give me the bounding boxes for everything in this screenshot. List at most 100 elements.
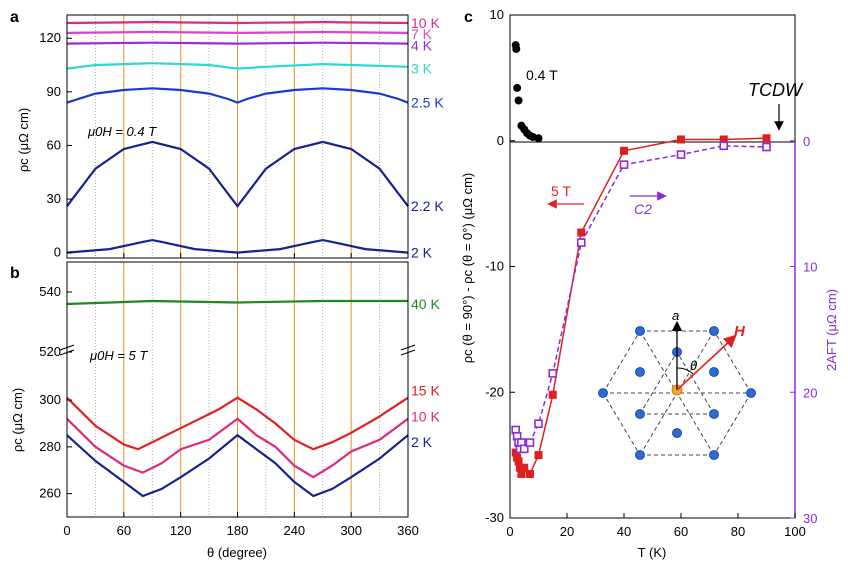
panel-c-point-5T: [577, 228, 586, 237]
panel-c-point-5T: [515, 463, 524, 472]
panel-a-label-2.5k: 2.5 K: [411, 95, 444, 111]
panel-b-xtick-label: 300: [340, 523, 362, 538]
panel-a-field-annotation: μ0H = 0.4 T: [87, 124, 157, 139]
panel-c-point-5T: [520, 463, 529, 472]
panel-a-label-2.2k: 2.2 K: [411, 198, 444, 214]
panel-c-ytick-label: 0: [497, 133, 504, 148]
panel-c-ytick-right-label: 0: [803, 134, 810, 149]
panel-c-point-2AFT: [519, 444, 529, 454]
inset-label-a: a: [672, 308, 679, 323]
panel-label-b: b: [10, 265, 20, 282]
panel-a-label-4k: 4 K: [411, 37, 433, 53]
panel-c-xtick-label: 100: [784, 524, 806, 539]
panel-c-ytick-right-label: 20: [803, 385, 817, 400]
panel-b-ytick-label: 540: [39, 284, 61, 299]
panel-b-series-40k: [66, 299, 408, 306]
panel-b-xtick-label: 240: [283, 523, 305, 538]
panel-c-point-2AFT: [534, 419, 543, 428]
panel-b-xtick-label: 0: [63, 523, 70, 538]
panel-c-ytick-label: 10: [490, 7, 504, 22]
axis-break-right: [400, 344, 416, 356]
panel-a-series-2k: [66, 238, 409, 254]
panel-a-ytick-label: 0: [54, 245, 61, 260]
panel-c-point-5T: [525, 469, 534, 478]
panel-a-ytick-label: 30: [47, 191, 61, 206]
panel-c-point-2AFT: [525, 438, 535, 447]
panel-c-ytick-label: -10: [485, 259, 504, 274]
label-C2: C2: [634, 201, 652, 217]
panel-b-xlabel: θ (degree): [207, 545, 267, 560]
panel-c-point-2AFT: [576, 238, 586, 247]
panel-b-series-15k: [66, 396, 409, 451]
panel-c-xtick-label: 80: [731, 524, 745, 539]
panel-c-xtick-label: 0: [506, 524, 513, 539]
panel-b-xtick-label: 120: [170, 523, 192, 538]
panel-a-ytick-label: 120: [39, 30, 61, 45]
panel-a-label-2k: 2 K: [411, 245, 433, 261]
panel-c-line-2AFT: [514, 145, 767, 451]
panel-c-point-2AFT: [548, 369, 558, 378]
panel-c-ytick-right-label: 10: [803, 260, 817, 275]
panel-c-xtick-label: 60: [674, 524, 688, 539]
panel-c-point-0p4T: [534, 134, 543, 143]
panel-label-a: a: [10, 9, 19, 26]
panel-c-ytick-label: -30: [485, 510, 504, 525]
panel-c-point-2AFT: [676, 150, 686, 159]
panel-a-label-7k: 7 K: [411, 26, 433, 42]
panel-c-point-5T: [719, 135, 728, 144]
panel-c-point-5T: [620, 146, 628, 155]
panel-b-xtick-label: 180: [227, 523, 249, 538]
panel-c-ylabel: ρc (θ = 90°) - ρc (θ = 0°) (μΩ cm): [460, 173, 475, 363]
inset-label-theta: θ: [690, 358, 697, 373]
panel-b-ytick-label: 300: [39, 392, 61, 407]
panel-a-series-4k: [66, 41, 409, 45]
panel-a-series-2.2k: [66, 140, 409, 209]
panel-a-series-7k: [66, 30, 409, 35]
panel-b-series-10k: [66, 417, 409, 479]
panel-c-point-0p4T: [512, 44, 521, 53]
panel-c-point-5T: [548, 390, 557, 399]
panel-b-label-10k: 10 K: [411, 408, 440, 424]
panel-a-label-3k: 3 K: [411, 61, 433, 77]
panel-b-series-2k: [66, 433, 409, 498]
panel-c-point-2AFT: [762, 142, 771, 152]
panel-b-ylabel: ρc (μΩ cm): [10, 388, 25, 452]
panel-c-point-2AFT: [719, 141, 729, 151]
panel-c-ytick-label: -20: [485, 384, 504, 399]
panel-b-field-annotation: μ0H = 5 T: [89, 348, 148, 363]
panel-a-ylabel: ρc (μΩ cm): [16, 108, 31, 172]
panel-a-series-10k: [66, 20, 409, 25]
panel-b: 260 280 300 520 540 0 60 120 180 240 300 360 ρc (μ…: [10, 261, 440, 560]
panel-b-ytick-label: 280: [39, 439, 61, 454]
panel-a-ytick-label: 90: [47, 84, 61, 99]
panel-c-xlabel: T (K): [638, 545, 667, 560]
panel-label-c: c: [464, 9, 473, 26]
panel-c-ylabel-right: 2AFT (μΩ cm): [824, 289, 839, 371]
panel-b-label-40k: 40 K: [411, 296, 440, 312]
panel-c-point-0p4T: [513, 83, 522, 92]
label-5T: 5 T: [551, 183, 571, 199]
panel-a-series-3k: [66, 62, 409, 70]
inset-label-H: H: [734, 323, 746, 340]
panel-a-ytick-label: 60: [47, 137, 61, 152]
panel-c-point-5T: [514, 457, 523, 466]
panel-b-xtick-label: 360: [397, 523, 419, 538]
panel-b-xtick-label: 60: [117, 523, 131, 538]
panel-c-point-0p4T: [514, 96, 523, 105]
panel-c-xtick-label: 40: [617, 524, 631, 539]
panel-a-series-2.5k: [66, 87, 409, 104]
panel-b-label-2k: 2 K: [411, 434, 433, 450]
kagome-inset: a H θ: [598, 308, 756, 460]
panel-c-point-5T: [517, 469, 526, 478]
panel-c-point-2AFT: [619, 160, 629, 169]
panel-a: 0 30 60 90 120 ρc (μΩ cm) μ0H = 0.4 T 10 K7 …: [16, 14, 444, 261]
panel-b-label-15k: 15 K: [411, 383, 440, 399]
label-TCDW: TCDW: [748, 80, 804, 100]
panel-b-ytick-label: 520: [39, 344, 61, 359]
panel-c-ytick-right-label: 30: [803, 511, 817, 526]
panel-c-point-5T: [534, 451, 543, 460]
panel-a-label-10k: 10 K: [411, 15, 440, 31]
label-0p4T: 0.4 T: [526, 67, 558, 83]
